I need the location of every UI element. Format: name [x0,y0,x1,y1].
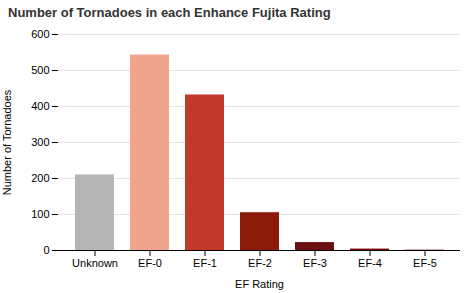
svg-text:Number of Tornadoes: Number of Tornadoes [1,89,13,195]
svg-text:EF Rating: EF Rating [235,278,284,290]
svg-text:Unknown: Unknown [72,257,118,269]
svg-text:EF-5: EF-5 [413,257,437,269]
svg-text:EF-4: EF-4 [358,257,382,269]
svg-text:EF-2: EF-2 [248,257,272,269]
svg-text:500: 500 [31,64,49,76]
svg-text:EF-3: EF-3 [303,257,327,269]
svg-text:200: 200 [31,172,49,184]
svg-text:100: 100 [31,208,49,220]
svg-text:300: 300 [31,136,49,148]
svg-text:400: 400 [31,100,49,112]
svg-text:600: 600 [31,28,49,40]
svg-text:EF-0: EF-0 [138,257,162,269]
html-text:Number of Tornadoes in each En: Number of Tornadoes in each Enhance Fuji… [8,5,331,20]
svg-text:0: 0 [43,244,49,256]
svg-text:EF-1: EF-1 [193,257,217,269]
